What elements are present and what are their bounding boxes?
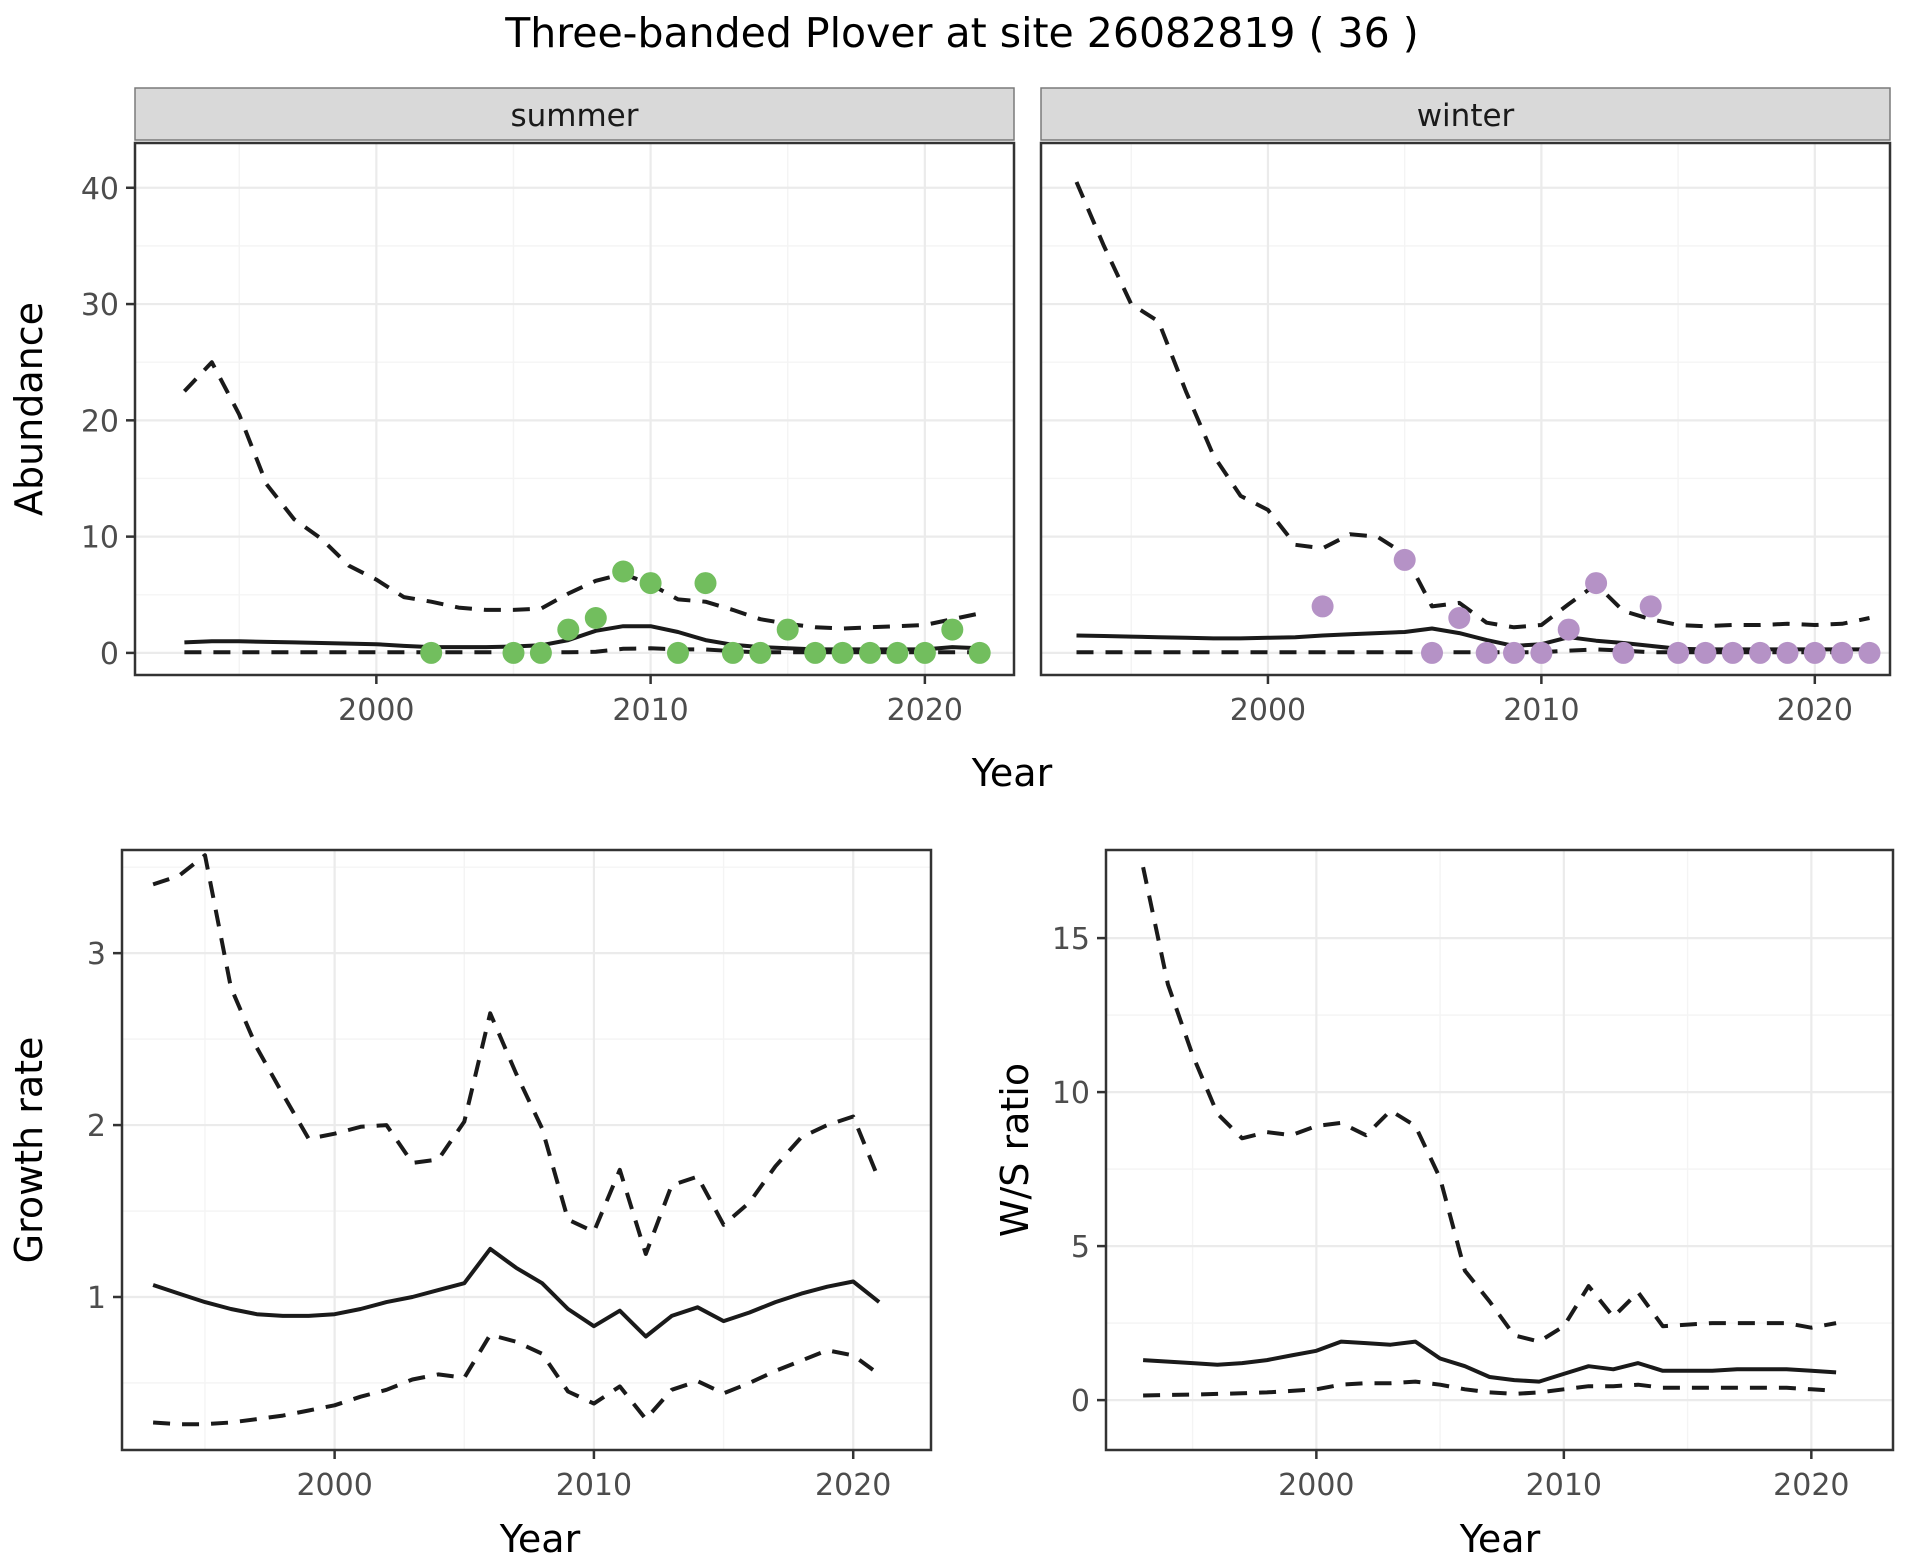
observed-count-point <box>502 641 525 664</box>
panel-border <box>120 848 933 1452</box>
y-tick-label: 1 <box>87 1281 106 1316</box>
observed-count-point <box>1612 641 1635 664</box>
y-tick-label: 10 <box>81 521 119 556</box>
panel-border <box>133 141 1016 677</box>
observed-count-point <box>1776 641 1799 664</box>
y-tick-label: 2 <box>87 1109 106 1144</box>
x-tick-label: 2000 <box>296 1468 372 1503</box>
observed-count-point <box>1448 607 1471 629</box>
x-tick-label: 2010 <box>1526 1468 1602 1503</box>
median-line <box>1142 1339 1837 1384</box>
observed-count-point <box>749 641 772 664</box>
x-tick-label: 2020 <box>815 1468 891 1503</box>
x-tick-label: 2010 <box>612 693 688 728</box>
observed-count-point <box>557 618 580 641</box>
observed-count-point <box>968 641 991 664</box>
observed-count-point <box>1694 641 1717 664</box>
lower-credible-interval-line <box>184 646 980 655</box>
observed-counts-group <box>1311 548 1881 664</box>
y-tick-label: 20 <box>81 404 119 439</box>
observed-count-point <box>886 641 909 664</box>
x-tick-label: 2010 <box>556 1468 632 1503</box>
y-axis-title: Abundance <box>7 302 51 516</box>
observed-count-point <box>584 607 607 629</box>
y-tick-label: 0 <box>100 637 119 672</box>
observed-count-point <box>1803 641 1826 664</box>
y-axis-title: W/S ratio <box>993 1063 1037 1237</box>
panel-abundance-winter: winter 2000 2010 2020 <box>1039 87 1892 728</box>
observed-count-point <box>639 572 662 595</box>
facet-strip-label: winter <box>1417 98 1515 134</box>
observed-count-point <box>1311 595 1334 618</box>
observed-count-point <box>529 641 552 664</box>
observed-count-point <box>776 618 799 641</box>
observed-count-point <box>1749 641 1772 664</box>
x-tick-label: 2020 <box>1777 693 1853 728</box>
y-tick-label: 40 <box>81 172 119 207</box>
observed-count-point <box>941 618 964 641</box>
observed-count-point <box>721 641 744 664</box>
observed-count-point <box>1393 548 1416 571</box>
observed-count-point <box>1475 641 1498 664</box>
observed-count-point <box>1858 641 1881 664</box>
panel-border <box>1104 848 1895 1452</box>
observed-count-point <box>804 641 827 664</box>
panel-abundance-summer: summer 2000 2010 2020 0 10 20 30 40 Abundance Year <box>7 87 1053 795</box>
upper-credible-interval-line <box>152 853 881 1256</box>
observed-count-point <box>1831 641 1854 664</box>
observed-count-point <box>1421 641 1443 664</box>
observed-count-point <box>831 641 854 664</box>
panel-border <box>1039 141 1892 677</box>
figure-title: Three-banded Plover at site 26082819 ( 3… <box>504 9 1419 57</box>
panel-growth-rate: 2000 2010 2020 1 2 3 Growth rate Year <box>7 848 933 1560</box>
observed-count-point <box>859 641 881 664</box>
x-tick-label: 2010 <box>1503 693 1579 728</box>
x-tick-label: 2000 <box>338 693 414 728</box>
observed-count-point <box>1530 641 1553 664</box>
panel-ws-ratio: 2000 2010 2020 0 5 10 15 W/S ratio Year <box>993 848 1895 1560</box>
upper-credible-interval-line <box>1141 866 1837 1344</box>
y-tick-label: 5 <box>1071 1230 1090 1265</box>
y-tick-label: 10 <box>1052 1076 1090 1111</box>
x-tick-label: 2000 <box>1230 693 1306 728</box>
y-tick-label: 30 <box>81 288 119 323</box>
median-line <box>152 1246 881 1339</box>
observed-count-point <box>1639 595 1662 618</box>
x-tick-label: 2020 <box>887 693 963 728</box>
observed-count-point <box>1585 572 1608 595</box>
y-tick-label: 15 <box>1052 922 1090 957</box>
observed-count-point <box>1503 641 1525 664</box>
y-axis-title: Growth rate <box>7 1037 51 1264</box>
observed-count-point <box>612 560 635 583</box>
lower-credible-interval-line <box>1076 647 1870 655</box>
observed-count-point <box>913 641 936 664</box>
lower-credible-interval-line <box>152 1332 881 1427</box>
observed-count-point <box>1557 618 1580 641</box>
observed-count-point <box>420 641 443 664</box>
x-axis-title: Year <box>1459 1517 1541 1560</box>
observed-count-point <box>1667 641 1690 664</box>
y-tick-label: 3 <box>87 937 106 972</box>
x-axis-title: Year <box>499 1517 581 1560</box>
observed-count-point <box>1721 641 1744 664</box>
observed-counts-group <box>420 560 991 664</box>
observed-count-point <box>694 572 717 595</box>
lower-credible-interval-line <box>1143 1379 1837 1398</box>
observed-count-point <box>667 641 689 664</box>
facet-strip <box>134 87 1015 141</box>
facet-strip-label: summer <box>510 98 638 134</box>
x-axis-title: Year <box>971 751 1053 795</box>
x-tick-label: 2000 <box>1278 1468 1354 1503</box>
facet-strip <box>1040 87 1891 141</box>
upper-credible-interval-line <box>182 360 981 631</box>
y-tick-label: 0 <box>1071 1384 1090 1419</box>
x-tick-label: 2020 <box>1773 1468 1849 1503</box>
upper-credible-interval-line <box>1074 181 1870 630</box>
median-line <box>1076 626 1870 652</box>
